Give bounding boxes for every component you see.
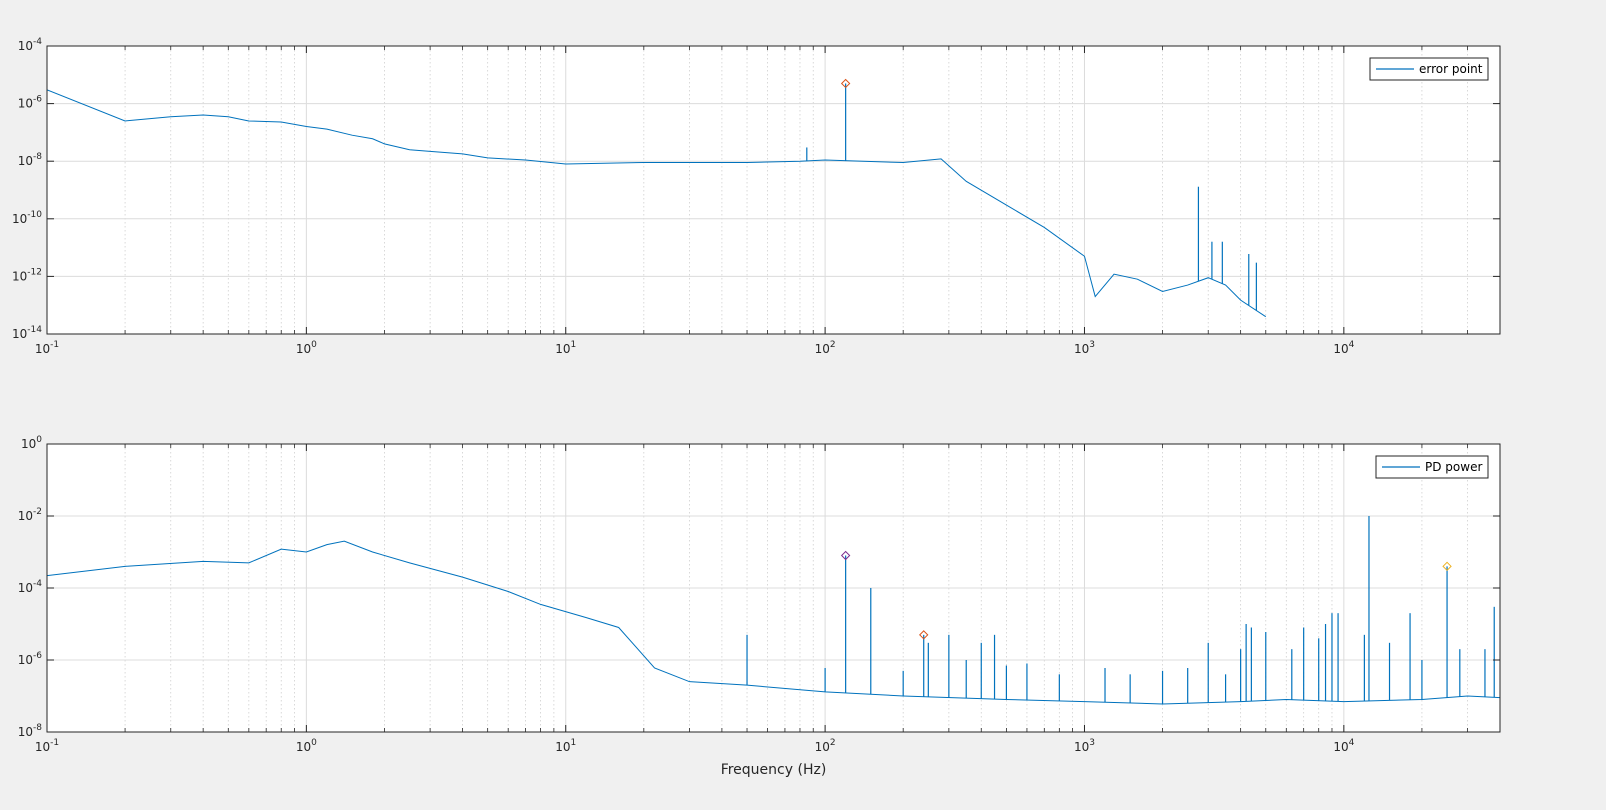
x-tick-label-exponent: 1 [571, 340, 577, 350]
y-tick-label: 100 [21, 435, 42, 451]
y-tick-label: 10-8 [18, 723, 43, 739]
y-tick-label-exponent: -4 [33, 579, 42, 589]
y-tick-label: 10-4 [18, 37, 43, 53]
legend[interactable]: PD power [1375, 455, 1489, 479]
x-tick-label: 10-1 [35, 340, 59, 356]
x-tick-label: 103 [1074, 738, 1095, 754]
y-tick-label-base: 10 [12, 212, 27, 226]
x-tick-label: 100 [296, 340, 317, 356]
y-tick-label-base: 10 [18, 39, 33, 53]
x-axis: 10-1 100 101 102 103 104 [35, 46, 1468, 356]
x-tick-label: 104 [1333, 738, 1354, 754]
y-tick-label: 10-8 [18, 152, 43, 168]
series-1 [47, 516, 1500, 705]
x-tick-label-exponent: 2 [830, 340, 836, 350]
y-tick-label-exponent: -6 [33, 651, 42, 661]
x-tick-label-base: 10 [35, 740, 50, 754]
x-tick-label-base: 10 [555, 740, 570, 754]
y-tick-label-exponent: 0 [36, 435, 42, 445]
y-tick-label-exponent: -14 [27, 325, 42, 335]
x-axis-label: Frequency (Hz) [721, 762, 827, 778]
y-tick-label: 10-12 [12, 267, 42, 283]
x-tick-label: 103 [1074, 340, 1095, 356]
x-tick-label-base: 10 [1333, 740, 1348, 754]
y-tick-label-base: 10 [18, 154, 33, 168]
x-tick-label-exponent: 0 [311, 340, 317, 350]
x-tick-label: 104 [1333, 340, 1354, 356]
legend-label: error point [1419, 62, 1483, 76]
y-tick-label-exponent: -8 [33, 152, 42, 162]
x-tick-label-base: 10 [35, 342, 50, 356]
y-tick-label-base: 10 [21, 437, 36, 451]
series-line [47, 89, 1267, 318]
series-line [47, 540, 1500, 705]
x-axis: 10-1 100 101 102 103 104 [35, 444, 1468, 754]
legend-label: PD power [1425, 460, 1482, 474]
y-tick-label-exponent: -4 [33, 37, 42, 47]
y-tick-label-exponent: -6 [33, 95, 42, 105]
legend[interactable]: error point [1369, 57, 1489, 81]
x-tick-label-exponent: 2 [830, 738, 836, 748]
y-tick-label-base: 10 [18, 509, 33, 523]
y-tick-label: 10-6 [18, 95, 43, 111]
x-tick-label-base: 10 [815, 740, 830, 754]
x-tick-label-base: 10 [555, 342, 570, 356]
peak-marker [840, 550, 851, 561]
x-tick-label: 100 [296, 738, 317, 754]
y-tick-label-base: 10 [18, 725, 33, 739]
y-tick-label-base: 10 [18, 581, 33, 595]
y-tick-label-base: 10 [12, 327, 27, 341]
y-tick-label: 10-2 [18, 507, 42, 523]
legend-box [1375, 455, 1489, 479]
y-tick-label: 10-14 [12, 325, 42, 341]
x-tick-label-exponent: 1 [571, 738, 577, 748]
y-tick-label: 10-4 [18, 579, 43, 595]
x-tick-label-exponent: -1 [50, 738, 59, 748]
axes-box [46, 45, 1501, 335]
y-tick-label-exponent: -8 [33, 723, 42, 733]
x-tick-label-base: 10 [815, 342, 830, 356]
y-tick-label-exponent: -2 [33, 507, 42, 517]
axes-background [47, 46, 1500, 334]
peak-marker [840, 78, 851, 89]
legend-box [1369, 57, 1489, 81]
plot-panels: 10-1 100 101 102 103 10410-410-610-810-1010-1… [12, 37, 1501, 778]
x-tick-label: 102 [815, 738, 836, 754]
y-tick-label-base: 10 [12, 269, 27, 283]
y-tick-label-exponent: -10 [27, 210, 42, 220]
peak-marker [919, 630, 929, 640]
grid-lines [46, 45, 1500, 335]
x-tick-label-exponent: -1 [50, 340, 59, 350]
peak-marker [1442, 561, 1452, 572]
x-tick-label-exponent: 3 [1089, 340, 1095, 350]
axes-panel-2: 10-1 100 101 102 103 10410010-210-410-610-8Fr… [18, 435, 1501, 778]
x-tick-label: 101 [555, 340, 576, 356]
y-tick-label: 10-6 [18, 651, 43, 667]
x-tick-label-exponent: 0 [311, 738, 317, 748]
x-tick-label-base: 10 [1074, 342, 1089, 356]
x-tick-label: 102 [815, 340, 836, 356]
y-tick-label: 10-10 [12, 210, 42, 226]
y-tick-label-base: 10 [18, 653, 33, 667]
x-tick-label: 10-1 [35, 738, 59, 754]
series-1 [47, 83, 1267, 318]
x-tick-label-base: 10 [296, 342, 311, 356]
x-tick-label-exponent: 4 [1349, 738, 1355, 748]
x-tick-label-base: 10 [1074, 740, 1089, 754]
axes-panel-1: 10-1 100 101 102 103 10410-410-610-810-1010-1… [12, 37, 1501, 356]
x-tick-label-exponent: 3 [1089, 738, 1095, 748]
x-tick-label-exponent: 4 [1349, 340, 1355, 350]
y-tick-label-base: 10 [18, 97, 33, 111]
x-tick-label: 101 [555, 738, 576, 754]
y-tick-label-exponent: -12 [27, 267, 42, 277]
x-tick-label-base: 10 [1333, 342, 1348, 356]
x-tick-label-base: 10 [296, 740, 311, 754]
